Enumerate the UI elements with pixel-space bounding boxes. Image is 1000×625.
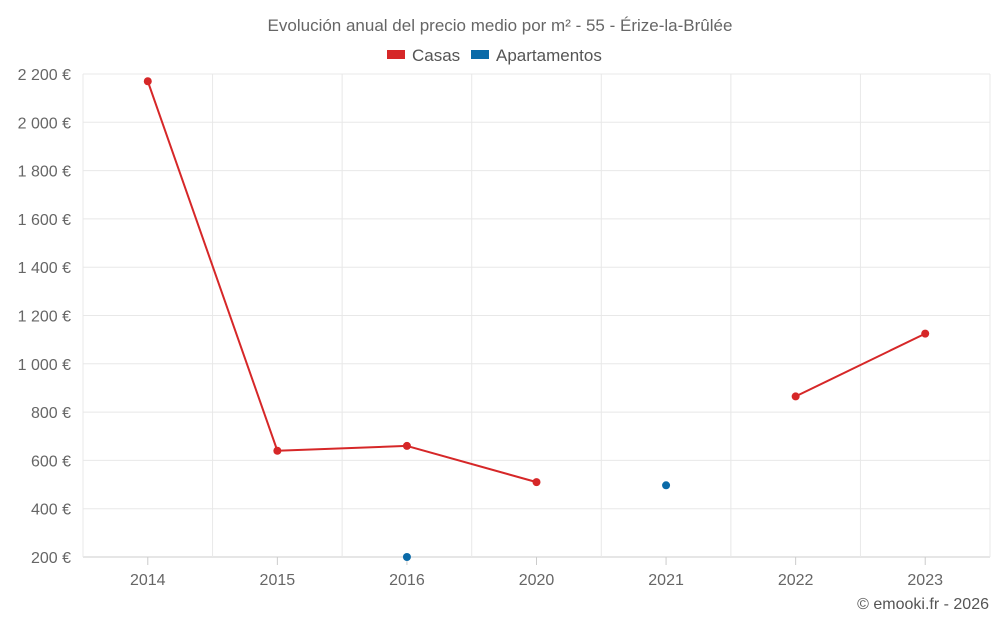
- y-tick-label: 800 €: [31, 405, 71, 422]
- x-tick-label: 2022: [778, 572, 814, 589]
- y-tick-label: 1 800 €: [18, 164, 71, 181]
- chart-title: Evolución anual del precio medio por m² …: [268, 16, 733, 35]
- data-point-casas-2015[interactable]: [273, 446, 282, 455]
- x-axis-ticks: 2014 2015 2016 2020 2021 2022 2023: [130, 557, 943, 589]
- grid-lines: [82, 73, 991, 558]
- data-point-apartamentos-2016[interactable]: [402, 553, 411, 561]
- x-tick-label: 2016: [389, 572, 425, 589]
- y-tick-label: 600 €: [31, 453, 71, 470]
- legend: Casas Apartamentos: [387, 46, 602, 65]
- y-tick-label: 2 200 €: [18, 67, 71, 84]
- series-apartamentos: [402, 481, 671, 561]
- data-point-casas-2016[interactable]: [402, 441, 411, 450]
- legend-item-apartamentos[interactable]: Apartamentos: [471, 46, 602, 65]
- y-tick-label: 200 €: [31, 550, 71, 567]
- x-tick-label: 2023: [907, 572, 943, 589]
- data-point-casas-2022[interactable]: [791, 392, 800, 401]
- y-tick-label: 1 000 €: [18, 357, 71, 374]
- y-tick-label: 2 000 €: [18, 115, 71, 132]
- x-tick-label: 2014: [130, 572, 166, 589]
- series-line-segment-casas: [406, 444, 537, 484]
- series-casas: [143, 77, 930, 487]
- data-series: [143, 77, 930, 561]
- series-line-segment-casas: [277, 444, 407, 452]
- y-axis-ticks: 200 € 400 € 600 € 800 € 1 000 € 1 200 € 1 400 …: [18, 67, 71, 567]
- credit-text: © emooki.fr - 2026: [857, 596, 989, 613]
- x-tick-label: 2020: [519, 572, 555, 589]
- x-tick-label: 2021: [648, 572, 684, 589]
- legend-swatch-casas: [387, 50, 405, 59]
- series-line-segment-casas: [795, 332, 926, 398]
- data-point-apartamentos-2021[interactable]: [662, 481, 671, 490]
- y-tick-label: 1 600 €: [18, 212, 71, 229]
- legend-label-apartamentos: Apartamentos: [496, 46, 602, 65]
- data-point-casas-2023[interactable]: [921, 329, 930, 338]
- y-tick-label: 400 €: [31, 502, 71, 519]
- y-tick-label: 1 400 €: [18, 260, 71, 277]
- legend-item-casas[interactable]: Casas: [387, 46, 460, 65]
- data-point-casas-2014[interactable]: [143, 77, 152, 86]
- series-line-segment-casas: [146, 80, 279, 452]
- legend-label-casas: Casas: [412, 46, 460, 65]
- data-point-casas-2020[interactable]: [532, 478, 541, 487]
- legend-swatch-apartamentos: [471, 50, 489, 59]
- x-tick-label: 2015: [260, 572, 296, 589]
- y-tick-label: 1 200 €: [18, 309, 71, 326]
